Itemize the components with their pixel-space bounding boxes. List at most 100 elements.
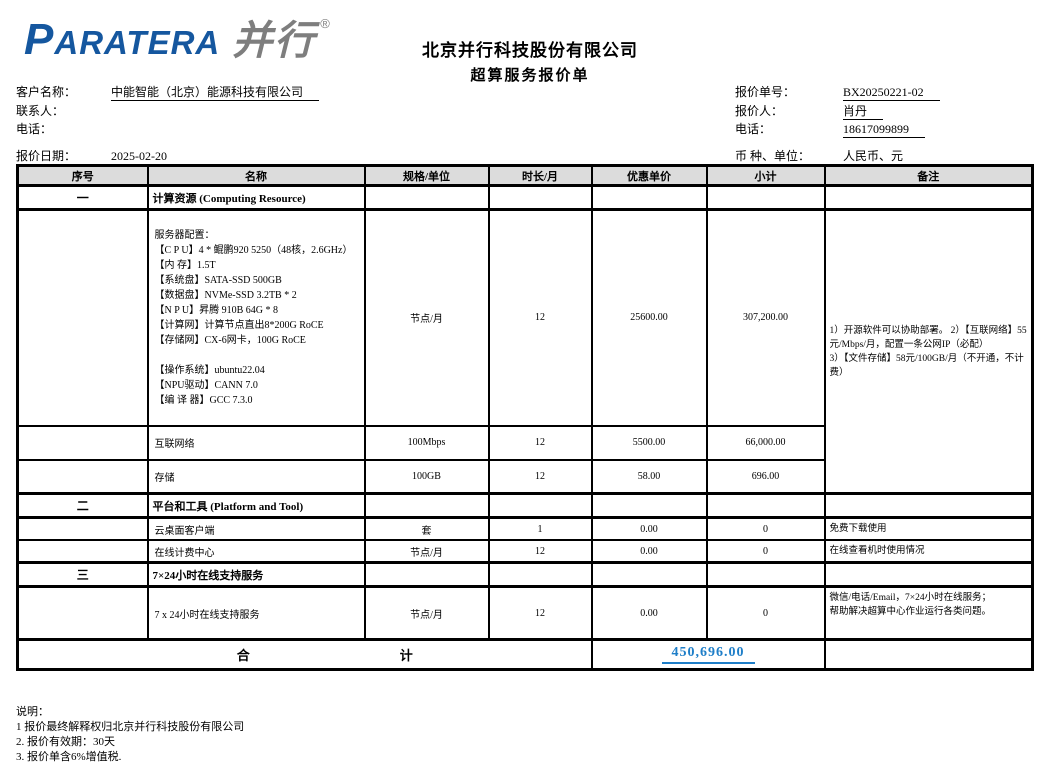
title-block: 北京并行科技股份有限公司 超算服务报价单 — [370, 36, 690, 85]
contact-person-row: 联系人： — [16, 102, 64, 119]
note-item-2: 2. 报价有效期：30天 — [16, 736, 115, 748]
currency-unit-value: 人民币、元 — [843, 147, 920, 165]
customer-phone-label: 电话： — [16, 122, 53, 136]
table-header-row: 序号 名称 规格/单位 时长/月 优惠单价 小计 备注 — [16, 164, 1034, 187]
col-header-duration: 时长/月 — [487, 164, 593, 187]
total-label: 合 计 — [16, 638, 593, 671]
paratera-logo: PARATERA 并行 ® — [24, 8, 330, 66]
notes-title: 说明： — [16, 706, 49, 718]
section-name: 7×24小时在线支持服务 — [146, 561, 366, 588]
online-support-remark: 微信/电话/Email，7×24小时在线服务； 帮助解决超算中心作业运行各类问题… — [823, 585, 1034, 641]
quoter-phone-row: 电话： 18617099899 — [735, 120, 925, 138]
billing-center-unit-price: 0.00 — [590, 539, 708, 564]
cloud-desktop-spec: 套 — [363, 516, 490, 541]
registered-trademark-icon: ® — [320, 16, 330, 31]
col-header-name: 名称 — [146, 164, 366, 187]
section-number: 一 — [16, 184, 149, 211]
currency-unit-label: 币 种、单位： — [735, 149, 811, 163]
quoter-phone-label: 电话： — [735, 122, 772, 136]
currency-unit-row: 币 种、单位： 人民币、元 — [735, 147, 920, 165]
total-label-char-1: 合 — [236, 648, 250, 663]
quoter-value: 肖丹 — [843, 102, 884, 120]
table-row-online-support: 7 x 24小时在线支持服务 节点/月 12 0.00 0 微信/电话/Emai… — [16, 585, 1034, 641]
server-config-spec: 节点/月 — [363, 208, 490, 427]
contact-person-label: 联系人： — [16, 104, 65, 118]
customer-name-label: 客户名称： — [16, 85, 77, 99]
server-config-months: 12 — [487, 208, 593, 427]
storage-spec: 100GB — [363, 458, 490, 495]
storage-months: 12 — [487, 458, 593, 495]
storage-unit-price: 58.00 — [590, 458, 708, 495]
cloud-desktop-remark: 免费下载使用 — [823, 516, 1034, 541]
cloud-desktop-unit-price: 0.00 — [590, 516, 708, 541]
company-name: 北京并行科技股份有限公司 — [422, 41, 638, 60]
table-row-server-config: 服务器配置： 【C P U】4 * 鲲鹏920 5250（48核，2.6GHz）… — [16, 208, 1034, 495]
section-name: 计算资源 (Computing Resource) — [146, 184, 366, 211]
table-row-total: 合 计 450,696.00 — [16, 638, 1034, 671]
customer-name-row: 客户名称： 中能智能（北京）能源科技有限公司 — [16, 83, 320, 101]
computing-remark: 1）开源软件可以协助部署。 2）【互联网络】55元/Mbps/月，配置一条公网I… — [823, 208, 1034, 495]
network-name: 互联网络 — [146, 424, 366, 461]
customer-name-value: 中能智能（北京）能源科技有限公司 — [111, 83, 320, 101]
billing-center-remark: 在线查看机时使用情况 — [823, 539, 1034, 564]
online-support-unit-price: 0.00 — [590, 585, 708, 641]
section-row-platform: 二 平台和工具 (Platform and Tool) — [16, 492, 1034, 519]
customer-phone-row: 电话： — [16, 120, 52, 137]
cloud-desktop-name: 云桌面客户端 — [146, 516, 366, 541]
footer-notes: 说明： 1 报价最终解释权归北京并行科技股份有限公司 2. 报价有效期：30天 … — [16, 705, 244, 765]
total-remark-cell — [823, 638, 1034, 671]
network-spec: 100Mbps — [363, 424, 490, 461]
storage-name: 存储 — [146, 458, 366, 495]
quotation-table: 序号 名称 规格/单位 时长/月 优惠单价 小计 备注 一 计算资源 (Comp… — [16, 164, 1034, 671]
network-unit-price: 5500.00 — [590, 424, 708, 461]
server-config-description: 服务器配置： 【C P U】4 * 鲲鹏920 5250（48核，2.6GHz）… — [146, 208, 366, 427]
brand-chinese-wordmark: 并行 — [232, 19, 317, 63]
quoter-row: 报价人： 肖丹 — [735, 102, 884, 120]
quote-date-label: 报价日期： — [16, 149, 77, 163]
section-name: 平台和工具 (Platform and Tool) — [146, 492, 366, 519]
quote-number-label: 报价单号： — [735, 85, 796, 99]
quoter-phone-value: 18617099899 — [843, 122, 925, 138]
cloud-desktop-months: 1 — [487, 516, 593, 541]
section-row-support: 三 7×24小时在线支持服务 — [16, 561, 1034, 588]
server-config-unit-price: 25600.00 — [590, 208, 708, 427]
note-item-3: 3. 报价单含6%增值税. — [16, 751, 122, 763]
quote-date-row: 报价日期： 2025-02-20 — [16, 147, 183, 165]
col-header-spec: 规格/单位 — [363, 164, 490, 187]
billing-center-months: 12 — [487, 539, 593, 564]
online-support-name: 7 x 24小时在线支持服务 — [146, 585, 366, 641]
total-amount: 450,696.00 — [661, 645, 755, 664]
col-header-index: 序号 — [16, 164, 149, 187]
section-number: 三 — [16, 561, 149, 588]
col-header-unit-price: 优惠单价 — [590, 164, 708, 187]
quoter-label: 报价人： — [735, 104, 784, 118]
section-number: 二 — [16, 492, 149, 519]
billing-center-subtotal: 0 — [705, 539, 826, 564]
note-item-1: 1 报价最终解释权归北京并行科技股份有限公司 — [16, 721, 245, 733]
col-header-subtotal: 小计 — [705, 164, 826, 187]
network-subtotal: 66,000.00 — [705, 424, 826, 461]
page-title: 超算服务报价单 — [470, 68, 590, 84]
online-support-spec: 节点/月 — [363, 585, 490, 641]
table-row-network: 互联网络 100Mbps 12 5500.00 66,000.00 — [16, 424, 1033, 461]
quote-number-row: 报价单号： BX20250221-02 — [735, 83, 940, 101]
online-support-months: 12 — [487, 585, 593, 641]
quote-number-value: BX20250221-02 — [843, 85, 940, 101]
storage-subtotal: 696.00 — [705, 458, 826, 495]
total-value-cell: 450,696.00 — [590, 638, 826, 671]
table-row-billing-center: 在线计费中心 节点/月 12 0.00 0 在线查看机时使用情况 — [16, 539, 1034, 564]
section-row-computing: 一 计算资源 (Computing Resource) — [16, 184, 1034, 211]
brand-wordmark: PARATERA — [24, 15, 221, 64]
table-row-cloud-desktop: 云桌面客户端 套 1 0.00 0 免费下载使用 — [16, 516, 1034, 541]
table-row-storage: 存储 100GB 12 58.00 696.00 — [16, 458, 1033, 495]
col-header-remark: 备注 — [823, 164, 1034, 187]
network-months: 12 — [487, 424, 593, 461]
cloud-desktop-subtotal: 0 — [705, 516, 826, 541]
quote-date-value: 2025-02-20 — [111, 149, 183, 165]
billing-center-name: 在线计费中心 — [146, 539, 366, 564]
server-config-subtotal: 307,200.00 — [705, 208, 826, 427]
online-support-subtotal: 0 — [705, 585, 826, 641]
billing-center-spec: 节点/月 — [363, 539, 490, 564]
total-label-char-2: 计 — [399, 648, 413, 663]
